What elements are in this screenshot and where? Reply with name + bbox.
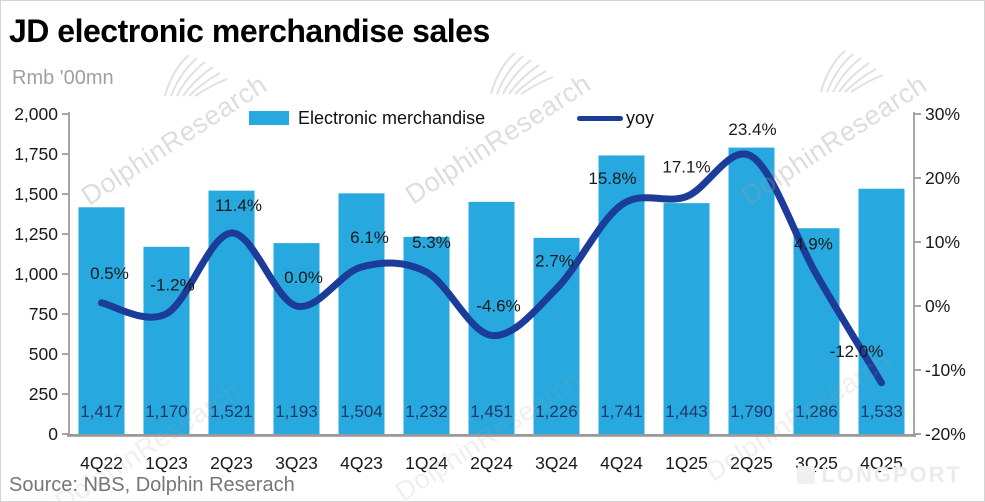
left-axis-tick-label: 500 <box>29 344 58 364</box>
x-axis-label-4Q24: 4Q24 <box>600 453 643 473</box>
right-axis-tick-label: -10% <box>925 360 966 380</box>
x-axis-label-2Q24: 2Q24 <box>470 453 513 473</box>
left-axis-tick-label: 1,750 <box>14 144 58 164</box>
left-axis-tick-label: 0 <box>48 424 58 444</box>
bar-value-label: 1,451 <box>470 402 513 421</box>
x-axis-label-2Q23: 2Q23 <box>210 453 253 473</box>
x-axis-label-3Q23: 3Q23 <box>275 453 318 473</box>
left-axis-tick-label: 1,500 <box>14 184 58 204</box>
bar-4Q25 <box>858 188 905 434</box>
legend-item-yoy: yoy <box>577 104 654 132</box>
yoy-point-label: 11.4% <box>215 196 262 215</box>
bar-1Q25 <box>663 203 710 434</box>
bar-value-label: 1,741 <box>600 402 643 421</box>
legend-bar-swatch <box>249 111 289 125</box>
bar-value-label: 1,504 <box>340 402 383 421</box>
bar-1Q23 <box>143 246 190 434</box>
bar-4Q22 <box>78 207 125 434</box>
bar-value-label: 1,521 <box>210 402 253 421</box>
bar-value-label: 1,226 <box>535 402 578 421</box>
x-axis-label-4Q23: 4Q23 <box>340 453 383 473</box>
yoy-line <box>98 150 885 387</box>
x-axis-line <box>67 434 916 437</box>
brand-watermark: LONGPORT <box>797 462 962 488</box>
yoy-point-label: 15.8% <box>588 169 636 188</box>
legend-item-electronic-merchandise: Electronic merchandise <box>249 104 485 132</box>
x-axis-label-2Q25: 2Q25 <box>730 453 773 473</box>
right-axis-tick-label: 20% <box>925 168 960 188</box>
right-axis-tick-label: -20% <box>925 424 966 444</box>
chart-title: JD electronic merchandise sales <box>9 13 490 49</box>
left-axis-tick-label: 1,000 <box>14 264 58 284</box>
x-axis-label-4Q22: 4Q22 <box>80 453 123 473</box>
right-axis-tick-label: 10% <box>925 232 960 252</box>
source-note: Source: NBS, Dolphin Reserach <box>9 474 295 496</box>
bar-value-label: 1,533 <box>860 402 903 421</box>
legend-line-swatch <box>577 115 623 121</box>
bar-value-label: 1,232 <box>405 402 448 421</box>
right-axis-tick-label: 30% <box>925 104 960 124</box>
right-axis-tick-label: 0% <box>925 296 950 316</box>
x-axis-label-4Q25: 4Q25 <box>860 453 903 473</box>
bar-3Q25 <box>793 228 840 434</box>
bar-value-label: 1,170 <box>145 402 188 421</box>
bar-2Q23 <box>208 190 255 434</box>
left-axis-tick-label: 1,250 <box>14 224 58 244</box>
x-axis-label-3Q24: 3Q24 <box>535 453 578 473</box>
yoy-point-label: 6.1% <box>350 228 389 247</box>
legend-bar-label: Electronic merchandise <box>298 107 486 128</box>
bar-4Q23 <box>338 193 385 434</box>
bar-value-label: 1,443 <box>665 402 708 421</box>
yoy-point-label: 4.9% <box>794 235 833 254</box>
left-axis-tick-label: 750 <box>29 304 58 324</box>
bar-value-label: 1,417 <box>80 402 123 421</box>
bar-value-label: 1,790 <box>730 402 773 421</box>
x-axis-label-1Q23: 1Q23 <box>145 453 188 473</box>
legend-line-label: yoy <box>626 107 655 128</box>
bar-2Q25 <box>728 147 775 434</box>
bar-3Q23 <box>273 243 320 434</box>
yoy-point-label: 23.4% <box>728 120 776 139</box>
yoy-point-label: -4.6% <box>476 296 520 315</box>
yoy-point-label: 5.3% <box>412 233 451 252</box>
brand-logo-icon <box>797 466 816 484</box>
yoy-point-label: -12.0% <box>830 342 884 361</box>
left-axis-tick-label: 2,000 <box>14 104 58 124</box>
yoy-point-label: 17.1% <box>662 158 710 177</box>
x-axis-label-1Q25: 1Q25 <box>665 453 708 473</box>
left-axis-tick-label: 250 <box>29 384 58 404</box>
bar-value-label: 1,286 <box>795 402 838 421</box>
yoy-point-label: 0.0% <box>284 268 323 287</box>
brand-watermark-text: LONGPORT <box>821 462 962 487</box>
yoy-point-label: 0.5% <box>90 264 129 283</box>
yoy-point-label: 2.7% <box>535 252 574 271</box>
bar-2Q24 <box>468 201 515 434</box>
yoy-point-label: -1.2% <box>150 276 194 295</box>
bar-value-label: 1,193 <box>275 402 318 421</box>
x-axis-label-1Q24: 1Q24 <box>405 453 448 473</box>
axis-unit-label: Rmb '00mn <box>12 67 114 89</box>
